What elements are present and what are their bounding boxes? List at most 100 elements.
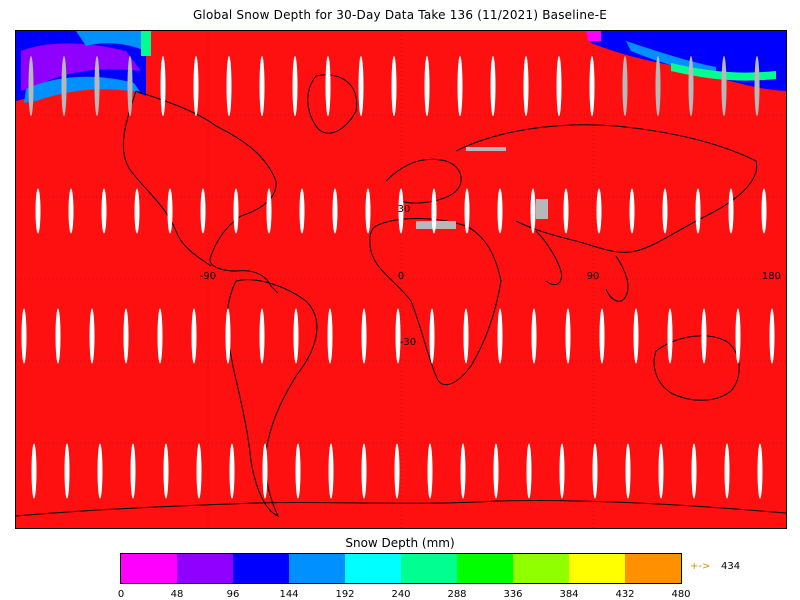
orbit-gap-stripe: [754, 56, 760, 116]
orbit-gap-stripe: [556, 56, 562, 116]
orbit-gap-stripe: [497, 308, 503, 364]
scale-tick-label: 0: [117, 589, 125, 600]
orbit-gap-stripe: [497, 188, 503, 234]
legend-title: Snow Depth (mm): [345, 536, 455, 550]
orbit-gap-stripe: [229, 443, 235, 499]
orbit-gap-stripe: [431, 188, 437, 234]
orbit-gap-stripe: [196, 443, 202, 499]
orbit-gap-stripe: [724, 443, 730, 499]
orbit-gap-stripe: [97, 443, 103, 499]
orbit-gap-stripe: [295, 443, 301, 499]
orbit-gap-stripe: [701, 308, 707, 364]
orbit-gap-stripe: [398, 188, 404, 234]
orbit-gap-stripe: [226, 56, 232, 116]
orbit-gap-stripe: [599, 308, 605, 364]
orbit-gap-stripe: [55, 308, 61, 364]
orbit-gap-stripe: [662, 188, 668, 234]
orbit-gap-stripe: [361, 443, 367, 499]
orbit-gap-stripe: [633, 308, 639, 364]
orbit-gap-stripe: [490, 56, 496, 116]
orbit-gap-stripe: [457, 56, 463, 116]
orbit-gap-stripe: [559, 443, 565, 499]
orbit-gap-stripe: [563, 188, 569, 234]
scale-tick-label: 480: [671, 589, 691, 600]
orbit-gap-stripe: [127, 56, 133, 116]
orbit-gap-stripe: [21, 308, 27, 364]
orbit-gap-stripe: [191, 308, 197, 364]
orbit-gap-stripe: [394, 443, 400, 499]
orbit-gap-stripe: [691, 443, 697, 499]
orbit-gap-stripe: [629, 188, 635, 234]
lat-label-30: 30: [398, 204, 411, 215]
orbit-gap-stripe: [427, 443, 433, 499]
color-scale-bar: [120, 553, 682, 584]
orbit-gap-stripe: [28, 56, 34, 116]
coastlines: [16, 74, 786, 517]
map-canvas: -90 0 90 180 30 -30: [16, 31, 786, 528]
orbit-gap-stripe: [101, 188, 107, 234]
color-swatch-3: [289, 554, 345, 583]
orbit-gap-stripe: [68, 188, 74, 234]
arctic-snow-west: [16, 31, 151, 103]
max-value-indicator: +->: [690, 561, 711, 572]
lon-label-0: 0: [398, 271, 404, 282]
orbit-gap-stripe: [464, 188, 470, 234]
orbit-gap-stripe: [233, 188, 239, 234]
orbit-gap-stripe: [565, 308, 571, 364]
orbit-gap-stripe: [622, 56, 628, 116]
orbit-gap-stripe: [735, 308, 741, 364]
scale-tick-label: 240: [391, 589, 411, 600]
orbit-gap-stripe: [463, 308, 469, 364]
scale-tick-label: 432: [615, 589, 635, 600]
color-swatch-1: [177, 554, 233, 583]
orbit-gap-stripe: [695, 188, 701, 234]
orbit-gap-stripe: [429, 308, 435, 364]
orbit-gap-stripe: [134, 188, 140, 234]
snow-depth-map: -90 0 90 180 30 -30: [15, 30, 787, 529]
lon-label-minus-90: -90: [200, 271, 216, 282]
orbit-gap-stripe: [361, 308, 367, 364]
orbit-gap-stripe: [35, 188, 41, 234]
orbit-gap-stripe: [358, 56, 364, 116]
orbit-gap-stripe: [89, 308, 95, 364]
no-data-areas: [416, 147, 548, 229]
color-swatch-2: [233, 554, 289, 583]
scale-tick-label: 144: [279, 589, 299, 600]
max-value-label: 434: [721, 561, 741, 572]
orbit-gap-stripe: [328, 443, 334, 499]
orbit-gap-stripe: [193, 56, 199, 116]
orbit-gap-stripe: [130, 443, 136, 499]
orbit-gap-stripe: [769, 308, 775, 364]
orbit-gap-stripe: [658, 443, 664, 499]
orbit-gap-stripe: [395, 308, 401, 364]
orbit-gap-stripe: [655, 56, 661, 116]
orbit-gap-stripe: [526, 443, 532, 499]
orbit-gap-stripe: [365, 188, 371, 234]
orbit-gap-stripe: [493, 443, 499, 499]
orbit-gap-stripe: [688, 56, 694, 116]
orbit-gap-stripe: [332, 188, 338, 234]
orbit-gap-stripe: [293, 308, 299, 364]
orbit-gap-stripe: [163, 443, 169, 499]
color-swatch-7: [513, 554, 569, 583]
scale-tick-label: 96: [226, 589, 240, 600]
orbit-gap-stripe: [167, 188, 173, 234]
lon-label-180: 180: [762, 271, 781, 282]
orbit-gap-stripe: [61, 56, 67, 116]
orbit-gap-stripe: [327, 308, 333, 364]
color-swatch-0: [121, 554, 177, 583]
scale-tick-label: 336: [503, 589, 523, 600]
orbit-gap-stripe: [523, 56, 529, 116]
color-swatch-8: [569, 554, 625, 583]
lat-label-minus-30: -30: [400, 337, 416, 348]
orbit-gap-stripe: [460, 443, 466, 499]
orbit-gap-stripe: [123, 308, 129, 364]
color-swatch-4: [345, 554, 401, 583]
orbit-gap-stripe: [596, 188, 602, 234]
orbit-gap-stripe: [225, 308, 231, 364]
orbit-gap-stripe: [589, 56, 595, 116]
orbit-gap-stripe: [200, 188, 206, 234]
color-swatch-5: [401, 554, 457, 583]
orbit-gap-stripe: [157, 308, 163, 364]
orbit-gap-stripe: [667, 308, 673, 364]
